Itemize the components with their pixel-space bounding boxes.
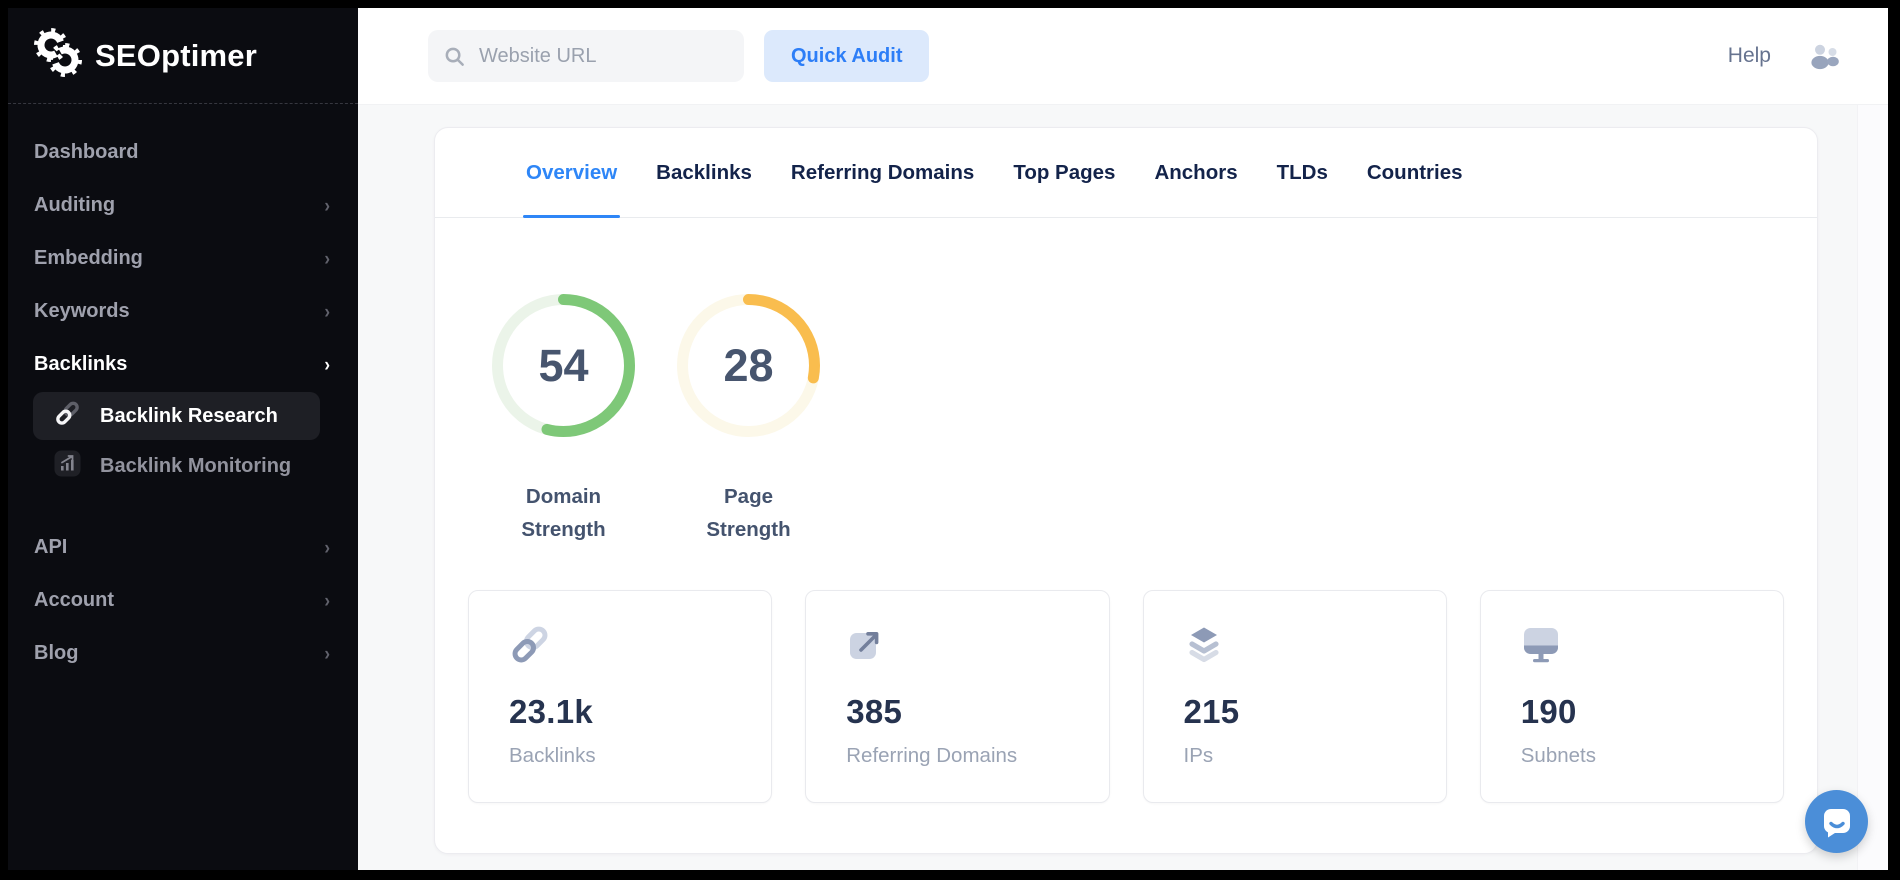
ips-count: 215 — [1183, 693, 1240, 731]
chevron-right-icon: › — [324, 353, 330, 375]
content-area: Overview Backlinks Referring Domains Top… — [358, 105, 1888, 870]
tab-bar: Overview Backlinks Referring Domains Top… — [435, 128, 1817, 218]
nav-spacer — [8, 492, 358, 521]
sidebar-item-backlink-monitoring[interactable]: Backlink Monitoring — [33, 442, 320, 490]
sidebar-item-label: Keywords — [34, 300, 130, 322]
domain-strength-value: 54 — [538, 339, 589, 391]
logo-text: SEOptimer — [95, 37, 258, 73]
sidebar-item-label: Dashboard — [34, 141, 139, 163]
backlinks-count: 23.1k — [509, 693, 594, 731]
search-icon — [443, 45, 466, 68]
domain-strength-label: Domain Strength — [521, 485, 606, 542]
monitor-icon — [1521, 624, 1743, 666]
link-icon — [54, 400, 81, 433]
tab-overview[interactable]: Overview — [522, 128, 621, 218]
sidebar: SEOptimer Dashboard Auditing › Embedding… — [8, 8, 358, 870]
quick-audit-button[interactable]: Quick Audit — [764, 30, 930, 82]
sidebar-item-api[interactable]: API › — [8, 521, 358, 574]
ips-stat-card: 215 IPs — [1142, 590, 1447, 804]
sidebar-item-dashboard[interactable]: Dashboard — [8, 126, 358, 179]
sidebar-item-keywords[interactable]: Keywords › — [8, 285, 358, 338]
sidebar-item-blog[interactable]: Blog › — [8, 627, 358, 680]
topbar-right: Help — [1728, 43, 1888, 70]
logo[interactable]: SEOptimer — [8, 8, 358, 104]
chevron-right-icon: › — [324, 536, 330, 558]
gauge-ring: 28 — [670, 287, 827, 444]
sidebar-item-label: Blog — [34, 642, 79, 664]
main-area: Quick Audit Help Overview — [358, 8, 1888, 870]
scrollbar-track[interactable] — [1857, 105, 1888, 870]
bar-chart-icon — [54, 450, 81, 483]
sidebar-subitem-label: Backlink Research — [100, 404, 278, 427]
website-url-search[interactable] — [428, 30, 744, 82]
strength-gauges: 54 Domain Strength 28 Page Strength — [435, 218, 1817, 546]
tab-countries[interactable]: Countries — [1366, 160, 1463, 184]
users-icon[interactable] — [1810, 43, 1840, 70]
tab-tlds[interactable]: TLDs — [1276, 160, 1328, 184]
chevron-right-icon: › — [324, 194, 330, 216]
link-icon — [509, 624, 731, 666]
domain-strength-gauge: 54 Domain Strength — [485, 287, 642, 546]
subnets-stat-card: 190 Subnets — [1479, 590, 1784, 804]
subnets-label: Subnets — [1520, 744, 1596, 768]
tab-top-pages[interactable]: Top Pages — [1013, 160, 1116, 184]
chevron-right-icon: › — [324, 247, 330, 269]
tab-referring-domains[interactable]: Referring Domains — [790, 160, 975, 184]
sidebar-subitem-label: Backlink Monitoring — [100, 454, 292, 477]
sidebar-nav: Dashboard Auditing › Embedding › Keyword… — [8, 104, 358, 680]
backlinks-label: Backlinks — [509, 744, 596, 768]
tab-backlinks[interactable]: Backlinks — [656, 160, 752, 184]
gear-logo-icon — [32, 27, 84, 84]
layers-icon — [1184, 624, 1406, 666]
referring-domains-stat-card: 385 Referring Domains — [805, 590, 1110, 804]
sidebar-item-label: API — [34, 536, 68, 558]
subnets-count: 190 — [1520, 693, 1577, 731]
tab-anchors[interactable]: Anchors — [1154, 160, 1238, 184]
gauge-ring: 54 — [485, 287, 642, 444]
chevron-right-icon: › — [324, 300, 330, 322]
chat-launcher-button[interactable] — [1805, 790, 1868, 853]
backlink-research-panel: Overview Backlinks Referring Domains Top… — [434, 127, 1818, 854]
ips-label: IPs — [1183, 744, 1214, 768]
sidebar-item-backlinks[interactable]: Backlinks › — [8, 338, 358, 391]
backlinks-stat-card: 23.1k Backlinks — [468, 590, 773, 804]
sidebar-item-label: Embedding — [34, 247, 143, 269]
topbar: Quick Audit Help — [358, 8, 1888, 105]
sidebar-item-embedding[interactable]: Embedding › — [8, 232, 358, 285]
chat-icon — [1819, 804, 1855, 840]
sidebar-item-auditing[interactable]: Auditing › — [8, 179, 358, 232]
chevron-right-icon: › — [324, 589, 330, 611]
page-strength-value: 28 — [723, 339, 774, 391]
external-link-icon — [846, 624, 1068, 666]
page-strength-label: Page Strength — [706, 485, 791, 542]
chevron-right-icon: › — [324, 642, 330, 664]
referring-domains-label: Referring Domains — [846, 744, 1018, 768]
sidebar-item-label: Auditing — [34, 194, 116, 216]
sidebar-item-label: Account — [34, 589, 114, 611]
search-input[interactable] — [477, 43, 729, 69]
referring-domains-count: 385 — [846, 693, 903, 731]
stat-cards: 23.1k Backlinks 385 Referring Doma — [435, 546, 1817, 804]
sidebar-item-account[interactable]: Account › — [8, 574, 358, 627]
help-link[interactable]: Help — [1727, 44, 1771, 67]
sidebar-item-backlink-research[interactable]: Backlink Research — [33, 392, 320, 440]
page-strength-gauge: 28 Page Strength — [670, 287, 827, 546]
sidebar-item-label: Backlinks — [34, 353, 128, 375]
